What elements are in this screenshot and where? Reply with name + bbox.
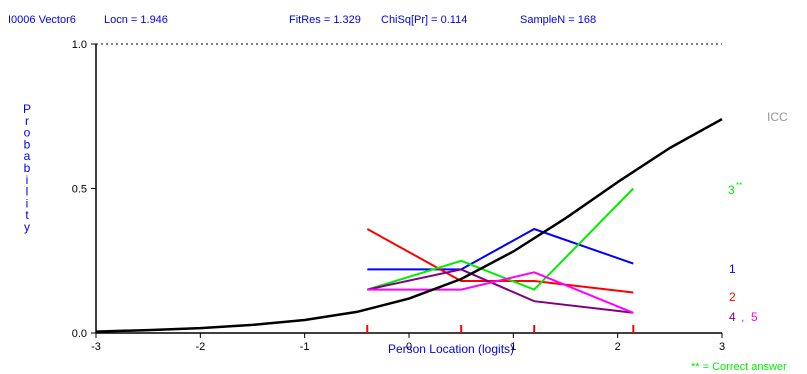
x-tick-label: 3 <box>719 341 725 353</box>
y-axis-title-letter: P <box>23 102 31 116</box>
y-tick-label: 1.0 <box>72 39 87 51</box>
header-chisq: ChiSq[Pr] = 0.114 <box>381 14 467 26</box>
y-tick-label: 0.0 <box>72 328 87 340</box>
series-line-3 <box>367 187 635 291</box>
y-axis-title-letter: t <box>25 208 29 222</box>
footnote-correct-answer: ** = Correct answer <box>691 361 787 373</box>
y-axis-title-letter: i <box>26 196 29 210</box>
y-ticks: 0.0 0.5 1.0 <box>72 39 96 340</box>
series-line-1 <box>367 227 634 271</box>
x-tick-label: -3 <box>91 341 101 353</box>
legend-icc: ICC <box>767 110 788 124</box>
series-line-2 <box>366 228 634 294</box>
x-tick-label: -1 <box>300 341 310 353</box>
series-line-4 <box>367 268 634 314</box>
x-tick-label: 0 <box>406 341 412 353</box>
header-locn: Locn = 1.946 <box>104 14 168 26</box>
x-tick-label: 1 <box>510 341 516 353</box>
y-axis-title-letter: i <box>26 173 29 187</box>
y-axis-title-letter: l <box>26 185 29 199</box>
header-samplen: SampleN = 168 <box>520 14 596 26</box>
y-tick-label: 0.5 <box>72 184 87 196</box>
icc-curve <box>95 118 723 333</box>
y-axis-title-letter: o <box>24 126 31 140</box>
x-tick-label: -2 <box>195 341 205 353</box>
legend-series-4: 4 <box>729 310 736 324</box>
legend-series-1: 1 <box>729 262 736 276</box>
x-axis-title: Person Location (logits) <box>388 342 514 356</box>
y-axis-title-letter: b <box>24 137 31 151</box>
legend-series-5: 5 <box>751 310 758 324</box>
legend-separator: , <box>741 310 744 324</box>
y-axis-title-letter: y <box>24 220 30 234</box>
series-line-5 <box>367 271 634 314</box>
class-interval-markers <box>366 325 635 333</box>
x-tick-label: 2 <box>615 341 621 353</box>
x-ticks: -3 -2 -1 0 1 2 3 <box>91 333 725 353</box>
y-axis-title-letter: a <box>24 149 31 163</box>
legend-series-2: 2 <box>729 290 736 304</box>
series-lines <box>366 187 635 314</box>
legend-series-3: 3 <box>728 183 735 197</box>
legend-series-3-marker: ** <box>736 181 742 190</box>
y-axis-title-letter: r <box>25 114 29 128</box>
header-fitres: FitRes = 1.329 <box>289 14 361 26</box>
y-axis-title-letter: b <box>24 161 31 175</box>
header-item: I0006 Vector6 <box>8 14 76 26</box>
icc-curve-group <box>95 118 723 333</box>
